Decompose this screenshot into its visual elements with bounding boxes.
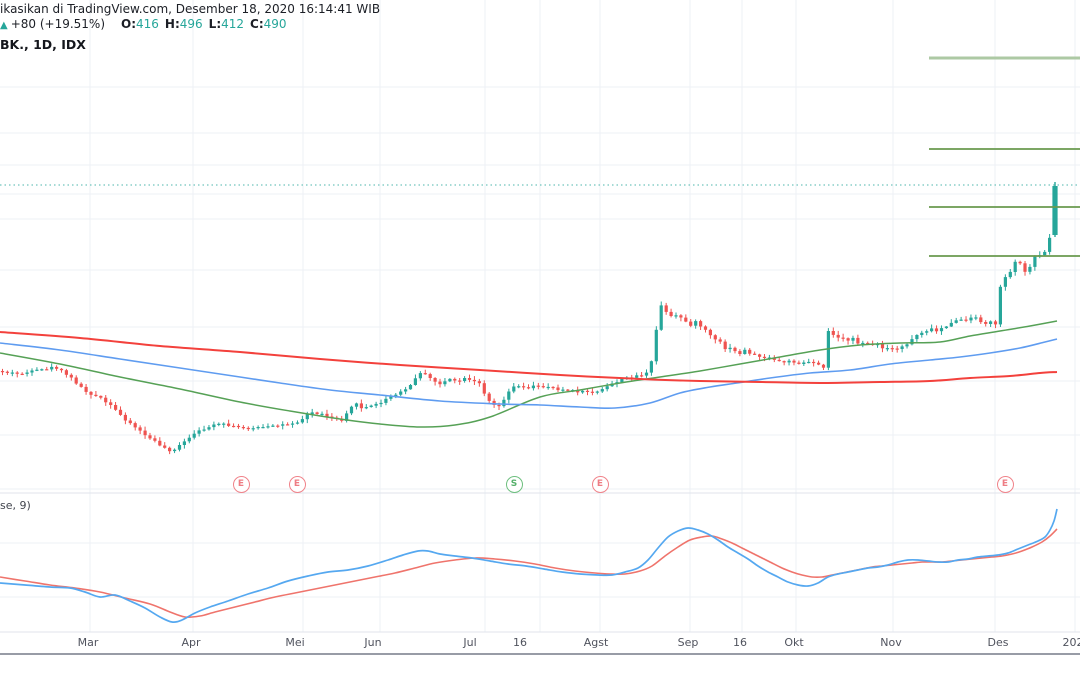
last-candle (1052, 186, 1058, 235)
change-value: +80 (+19.51%) (10, 17, 106, 31)
x-axis-label: Mei (285, 636, 305, 649)
x-axis-label: Apr (181, 636, 201, 649)
x-axis-label: 16 (513, 636, 527, 649)
gridlines (0, 0, 1080, 632)
indicator-main-line (0, 508, 1058, 623)
x-axis-label: Okt (784, 636, 804, 649)
split-event-marker[interactable]: S (505, 475, 523, 493)
x-axis-label: Des (987, 636, 1009, 649)
price-change-row: ▲ +80 (+19.51%) O:416 H:496 L:412 C:490 (0, 17, 287, 31)
ohlc-open: O:416 (121, 17, 159, 31)
x-axis-label: Jul (463, 636, 477, 649)
indicator-legend[interactable]: se, 9) (0, 499, 31, 512)
x-axis-label: Sep (677, 636, 699, 649)
up-arrow-icon: ▲ (0, 20, 8, 31)
earnings-event-marker[interactable]: E (591, 475, 609, 493)
x-axis-label: 16 (733, 636, 747, 649)
ohlc-high: H:496 (164, 17, 203, 31)
earnings-event-marker[interactable]: E (232, 475, 250, 493)
x-axis-label: 202 (1062, 636, 1080, 649)
x-axis-label: Jun (364, 636, 382, 649)
publish-timestamp: ikasikan di TradingView.com, Desember 18… (0, 2, 381, 16)
pane-separators (0, 492, 1080, 655)
ma-red-line (0, 331, 1058, 385)
x-axis-label: Agst (583, 636, 609, 649)
symbol-legend[interactable]: BK., 1D, IDX (0, 37, 86, 52)
ma-blue-line (0, 338, 1058, 410)
earnings-event-marker[interactable]: E (996, 475, 1014, 493)
indicator-signal-line (0, 528, 1058, 619)
candlestick-series (0, 182, 1058, 455)
x-axis-label: Mar (77, 636, 99, 649)
ma-green-line (0, 320, 1058, 428)
x-axis-label: Nov (880, 636, 902, 649)
ohlc-low: L:412 (208, 17, 245, 31)
horizontal-level-lines[interactable] (929, 56, 1080, 257)
earnings-event-marker[interactable]: E (288, 475, 306, 493)
ohlc-close: C:490 (250, 17, 287, 31)
